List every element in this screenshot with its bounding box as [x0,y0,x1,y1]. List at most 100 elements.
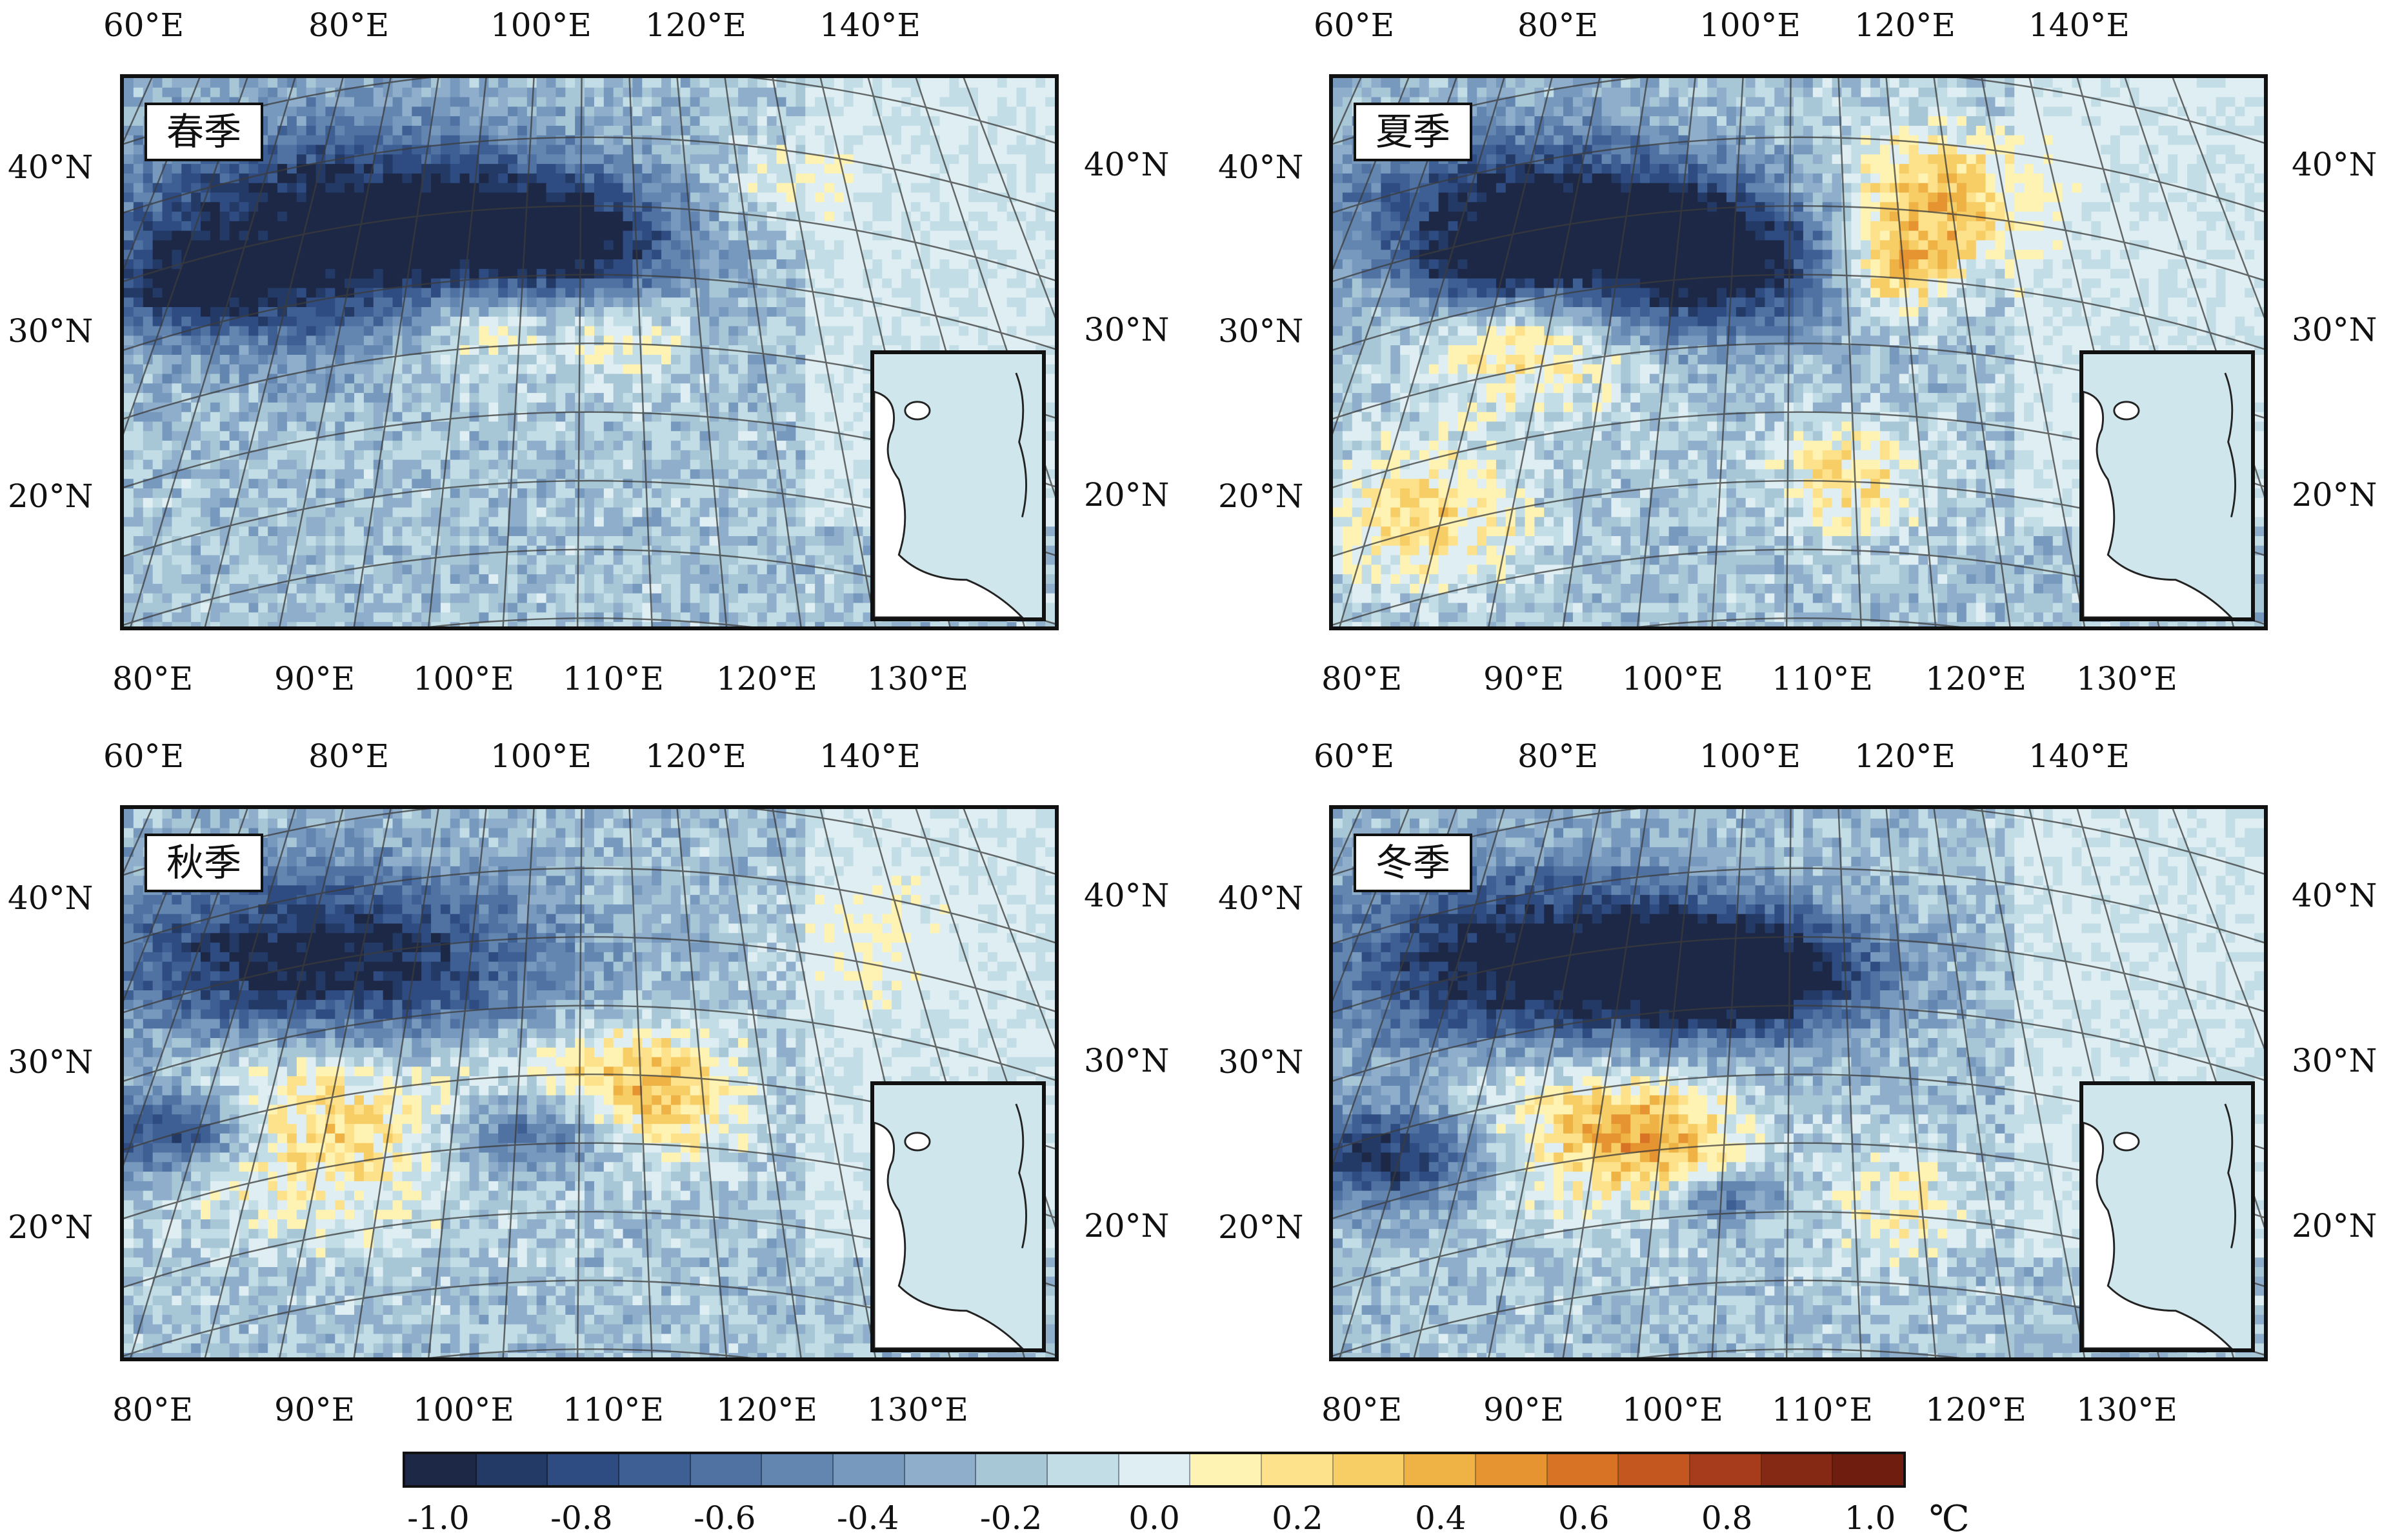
colorbar-tick-label: -0.4 [837,1502,899,1534]
top-lon-label: 100°E [490,740,592,772]
lat-label-left: 30°N [8,1046,93,1078]
lat-label-left: 20°N [8,1211,93,1243]
lat-label-right: 40°N [1084,879,1169,912]
bottom-lon-label: 80°E [112,1394,193,1426]
season-label: 夏季 [1354,103,1472,161]
bottom-lon-label: 130°E [2076,663,2177,695]
lat-label-right: 20°N [2292,479,2377,511]
top-lon-label: 80°E [1517,740,1598,772]
lat-label-left: 20°N [1218,480,1303,512]
lat-label-right: 20°N [1084,1210,1169,1242]
map-panel-winter: 冬季 [1329,805,2268,1361]
bottom-lon-label: 130°E [867,1394,968,1426]
lat-label-left: 30°N [8,315,93,347]
bottom-lon-label: 120°E [716,1394,817,1426]
map-panel-autumn: 秋季 [120,805,1059,1361]
colorbar-swatch [1762,1454,1834,1485]
colorbar-swatch [834,1454,905,1485]
top-lon-label: 140°E [2028,9,2130,41]
colorbar-swatch [405,1454,477,1485]
top-lon-label: 100°E [490,9,592,41]
bottom-lon-label: 110°E [563,663,664,695]
lat-label-left: 40°N [8,151,93,183]
colorbar-tick-label: 0.0 [1128,1502,1180,1534]
lat-label-left: 30°N [1218,1046,1303,1078]
bottom-lon-label: 80°E [112,663,193,695]
map-panel-spring: 春季 [120,74,1059,630]
bottom-lon-label: 110°E [1772,1394,1873,1426]
bottom-lon-label: 90°E [274,1394,355,1426]
bottom-lon-label: 120°E [1925,1394,2027,1426]
map-panel-summer: 夏季 [1329,74,2268,630]
top-lon-label: 80°E [308,9,389,41]
top-lon-label: 120°E [645,740,746,772]
top-lon-label: 120°E [1854,9,1956,41]
colorbar-swatch [905,1454,977,1485]
colorbar-tick-label: 0.8 [1701,1502,1753,1534]
colorbar-swatch [762,1454,834,1485]
lat-label-right: 20°N [1084,479,1169,511]
season-label: 秋季 [145,834,263,892]
bottom-lon-label: 120°E [716,663,817,695]
lat-label-left: 30°N [1218,315,1303,347]
colorbar-tick-label: -1.0 [407,1502,469,1534]
bottom-lon-label: 110°E [563,1394,664,1426]
colorbar-swatch [619,1454,691,1485]
top-lon-label: 60°E [1314,9,1394,41]
lat-label-right: 30°N [1084,314,1169,346]
colorbar-swatch [1048,1454,1119,1485]
colorbar-tick-label: -0.2 [980,1502,1042,1534]
bottom-lon-label: 120°E [1925,663,2027,695]
lat-label-left: 40°N [1218,882,1303,914]
lat-label-right: 30°N [2292,1045,2377,1077]
colorbar-swatch [1405,1454,1476,1485]
top-lon-label: 80°E [308,740,389,772]
top-lon-label: 120°E [1854,740,1956,772]
top-lon-label: 80°E [1517,9,1598,41]
season-label: 春季 [145,103,263,161]
lat-label-right: 40°N [1084,148,1169,181]
colorbar-swatch [1548,1454,1619,1485]
lat-label-right: 40°N [2292,148,2377,181]
colorbar-tick-label: 0.2 [1272,1502,1323,1534]
top-lon-label: 140°E [2028,740,2130,772]
bottom-lon-label: 80°E [1321,663,1402,695]
bottom-lon-label: 90°E [274,663,355,695]
bottom-lon-label: 90°E [1483,1394,1564,1426]
lat-label-right: 40°N [2292,879,2377,912]
south-china-sea-inset [2079,1081,2255,1352]
colorbar-swatch [1334,1454,1405,1485]
colorbar-tick-label: 1.0 [1845,1502,1896,1534]
top-lon-label: 100°E [1699,740,1801,772]
colorbar-tick-label: 0.6 [1558,1502,1610,1534]
top-lon-label: 100°E [1699,9,1801,41]
bottom-lon-label: 100°E [1622,663,1723,695]
lat-label-left: 20°N [8,480,93,512]
lat-label-left: 40°N [8,882,93,914]
lat-label-right: 30°N [2292,314,2377,346]
lat-label-left: 20°N [1218,1211,1303,1243]
colorbar-tick-label: -0.8 [550,1502,612,1534]
top-lon-label: 140°E [819,9,921,41]
colorbar-swatch [548,1454,619,1485]
colorbar-swatch [976,1454,1048,1485]
season-label: 冬季 [1354,834,1472,892]
colorbar-swatch [691,1454,763,1485]
bottom-lon-label: 130°E [867,663,968,695]
bottom-lon-label: 100°E [413,663,514,695]
bottom-lon-label: 90°E [1483,663,1564,695]
bottom-lon-label: 100°E [1622,1394,1723,1426]
lat-label-right: 20°N [2292,1210,2377,1242]
top-lon-label: 140°E [819,740,921,772]
bottom-lon-label: 110°E [1772,663,1873,695]
colorbar-tick-label: 0.4 [1415,1502,1466,1534]
top-lon-label: 120°E [645,9,746,41]
bottom-lon-label: 80°E [1321,1394,1402,1426]
lat-label-left: 40°N [1218,151,1303,183]
colorbar-unit: ℃ [1929,1498,1970,1540]
colorbar-swatch [1833,1454,1903,1485]
colorbar-swatch [1119,1454,1191,1485]
south-china-sea-inset [870,350,1046,621]
top-lon-label: 60°E [103,740,184,772]
bottom-lon-label: 130°E [2076,1394,2177,1426]
